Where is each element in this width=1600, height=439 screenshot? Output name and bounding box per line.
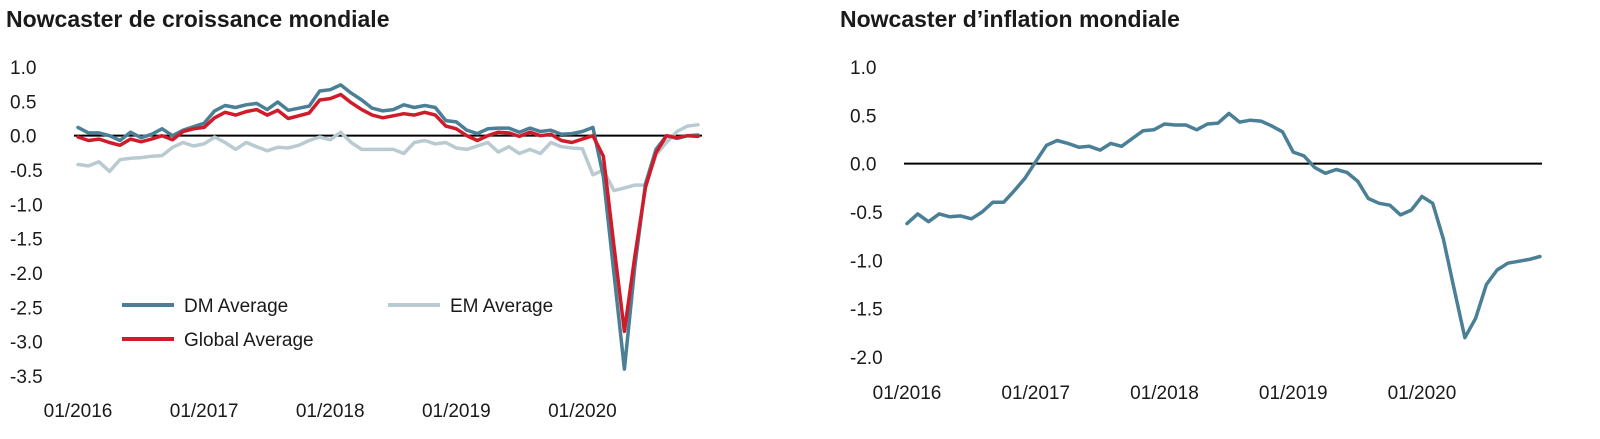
x-tick-label: 01/2016: [44, 401, 113, 422]
x-tick-label: 01/2017: [1001, 383, 1070, 404]
y-tick-label: -2.5: [10, 298, 43, 319]
y-tick-label: -2.0: [850, 348, 883, 369]
legend-label: EM Average: [450, 296, 553, 317]
series-line: [76, 122, 700, 193]
x-tick-label: 01/2018: [296, 401, 365, 422]
legend-label: DM Average: [184, 296, 288, 317]
series-line: [76, 83, 700, 371]
legend-label: Global Average: [184, 330, 314, 351]
y-tick-label: -1.5: [850, 300, 883, 321]
chart-title: Nowcaster d’inflation mondiale: [840, 6, 1180, 32]
y-tick-label: -0.5: [850, 203, 883, 224]
x-tick-label: 01/2018: [1130, 383, 1199, 404]
series-line: [905, 111, 1542, 340]
x-tick-label: 01/2020: [548, 401, 617, 422]
y-tick-label: -1.5: [10, 230, 43, 251]
y-tick-label: -3.5: [10, 367, 43, 388]
x-tick-label: 01/2017: [170, 401, 239, 422]
y-tick-label: 0.5: [850, 106, 876, 127]
series-line: [76, 92, 700, 334]
growth-nowcaster-panel: Nowcaster de croissance mondiale 1.0 0.5 0…: [6, 6, 702, 422]
growth-chart: 1.00.50.0-0.5-1.0-1.5-2.0-2.5-3.0-3.501/…: [10, 58, 702, 422]
chart-title: Nowcaster de croissance mondiale: [6, 6, 390, 32]
inflation-chart: 1.0 0.5 0.0 -0.5 -1.0 -1.5 -2.0 01/2016 01/2017 0…: [850, 58, 1542, 404]
y-tick-label: -1.0: [850, 251, 883, 272]
y-tick-label: 0.0: [850, 155, 876, 176]
y-tick-label: -0.5: [10, 161, 43, 182]
x-tick-label: 01/2016: [873, 383, 942, 404]
y-tick-label: 1.0: [850, 58, 876, 79]
x-tick-label: 01/2020: [1388, 383, 1457, 404]
y-tick-label: -1.0: [10, 195, 43, 216]
y-tick-label: -3.0: [10, 333, 43, 354]
y-tick-label: 1.0: [10, 58, 36, 79]
x-tick-label: 01/2019: [1259, 383, 1328, 404]
y-tick-label: -2.0: [10, 264, 43, 285]
x-tick-label: 01/2019: [422, 401, 491, 422]
y-tick-label: 0.5: [10, 92, 36, 113]
inflation-nowcaster-panel: Nowcaster d’inflation mondiale 1.0 0.5 0.0…: [840, 0, 1600, 439]
y-tick-label: 0.0: [10, 127, 36, 148]
